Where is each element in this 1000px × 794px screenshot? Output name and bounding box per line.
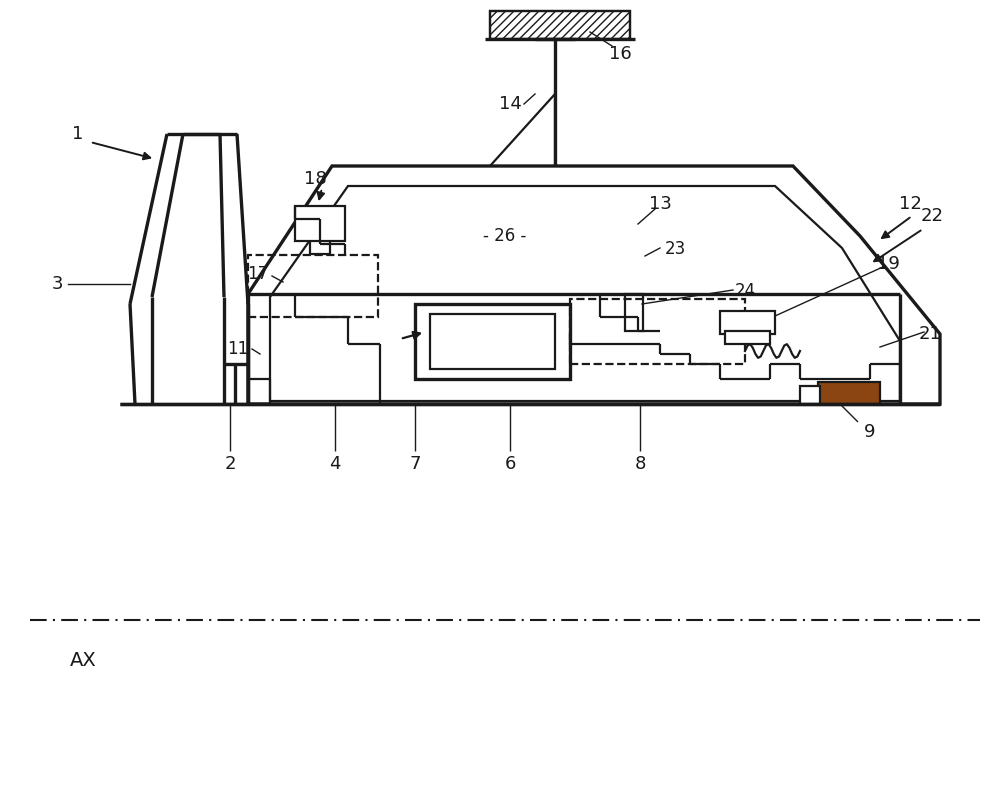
Text: 22: 22: [920, 207, 944, 225]
Text: 7: 7: [409, 455, 421, 473]
Bar: [248, 255, 378, 317]
Bar: [430, 314, 555, 369]
Text: 9: 9: [864, 423, 876, 441]
Text: 1: 1: [72, 125, 83, 143]
Text: 3: 3: [52, 275, 64, 293]
Text: AX: AX: [70, 650, 97, 669]
Text: 14: 14: [499, 95, 521, 113]
Bar: [415, 304, 570, 379]
Text: 6: 6: [504, 455, 516, 473]
Bar: [818, 382, 880, 404]
Text: 21: 21: [919, 325, 941, 343]
Polygon shape: [248, 166, 940, 404]
Polygon shape: [270, 186, 900, 401]
Bar: [800, 386, 820, 404]
Bar: [490, 11, 630, 39]
Text: 18: 18: [304, 170, 326, 188]
Text: 2: 2: [224, 455, 236, 473]
Text: 23: 23: [665, 240, 686, 258]
Text: 13: 13: [649, 195, 671, 213]
Text: 19: 19: [877, 255, 899, 273]
Text: 12: 12: [899, 195, 921, 213]
Text: 17: 17: [247, 265, 268, 283]
Text: 4: 4: [329, 455, 341, 473]
Bar: [725, 331, 770, 344]
Text: 11: 11: [227, 340, 248, 358]
Bar: [720, 311, 775, 334]
Text: - 26 -: - 26 -: [483, 227, 527, 245]
Bar: [490, 11, 630, 39]
Text: 8: 8: [634, 455, 646, 473]
Text: 24: 24: [735, 282, 756, 300]
Bar: [295, 206, 345, 241]
Bar: [570, 299, 745, 364]
Text: 16: 16: [609, 45, 631, 63]
Bar: [625, 294, 643, 331]
